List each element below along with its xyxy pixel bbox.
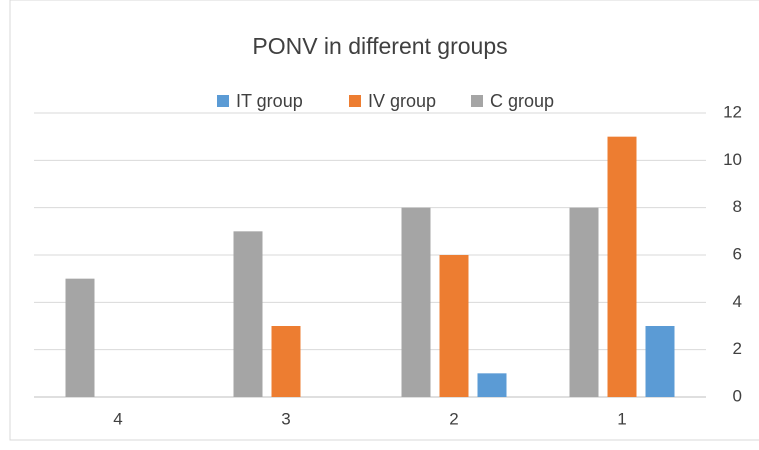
y-tick-label: 12: [723, 102, 742, 121]
y-tick-label: 0: [733, 386, 742, 405]
y-tick-label: 4: [733, 292, 742, 311]
legend-label: IT group: [236, 91, 303, 111]
legend-label: C group: [490, 91, 554, 111]
x-tick-label: 4: [113, 409, 122, 428]
y-tick-label: 8: [733, 197, 742, 216]
bar: [439, 255, 469, 397]
x-tick-label: 2: [449, 409, 458, 428]
y-tick-label: 10: [723, 150, 742, 169]
chart-title: PONV in different groups: [252, 33, 507, 59]
legend-swatch: [471, 95, 483, 107]
legend-swatch: [349, 95, 361, 107]
legend-label: IV group: [368, 91, 436, 111]
y-tick-label: 2: [733, 339, 742, 358]
bar: [569, 207, 599, 397]
x-tick-label: 1: [617, 409, 626, 428]
bar: [65, 278, 95, 397]
y-tick-label: 6: [733, 244, 742, 263]
bar: [645, 326, 675, 397]
bar: [607, 136, 637, 397]
bar: [233, 231, 263, 397]
legend-swatch: [217, 95, 229, 107]
bar: [271, 326, 301, 397]
bar: [477, 373, 507, 397]
x-tick-label: 3: [281, 409, 290, 428]
chart-frame: [9, 0, 759, 441]
bar: [401, 207, 431, 397]
